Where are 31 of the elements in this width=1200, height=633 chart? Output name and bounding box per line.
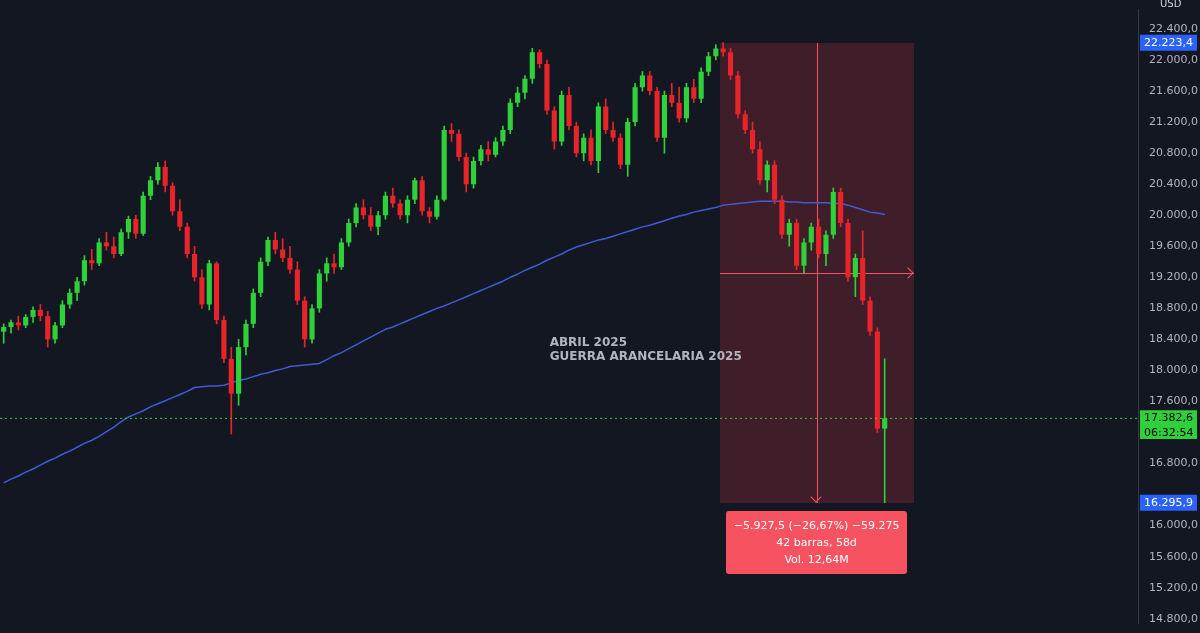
text: USD <box>1160 0 1182 9</box>
y-tick-label: 19.200,0 <box>1149 270 1198 284</box>
y-tick-label: 20.800,0 <box>1149 146 1198 160</box>
annotation: 42 barras, 58d <box>775 534 858 551</box>
y-tick-label: 17.600,0 <box>1149 394 1198 408</box>
ref-line-label: 17.382,6 <box>1144 411 1193 425</box>
y-tick-label: 22.000,0 <box>1149 52 1198 66</box>
y-tick-label: 16.000,0 <box>1149 518 1198 532</box>
candlestick <box>89 249 95 270</box>
annotation: ABRIL 2025 <box>549 334 628 349</box>
candlestick <box>331 253 337 274</box>
y-tick-label: 15.200,0 <box>1149 580 1198 594</box>
y-tick-label: 15.600,0 <box>1149 549 1198 563</box>
y-tick-label: 20.000,0 <box>1149 208 1198 222</box>
y-tick-label: 21.200,0 <box>1149 114 1198 128</box>
annotation: Vol. 12,64M <box>783 551 850 568</box>
text: 06:32:54 <box>1140 426 1198 440</box>
text: 16.295,9 <box>1144 495 1193 509</box>
y-tick-label: 21.600,0 <box>1149 83 1198 97</box>
annotation: −5.927,5 (−26,67%) −59.275 <box>733 517 900 534</box>
annotation: GUERRA ARANCELARIA 2025 <box>549 348 742 363</box>
y-tick-label: 16.800,0 <box>1149 456 1198 470</box>
y-tick-label: 22.400,0 <box>1149 21 1198 35</box>
y-tick-label: 18.400,0 <box>1149 332 1198 346</box>
y-tick-label: 20.400,0 <box>1149 177 1198 191</box>
y-tick-label: 19.600,0 <box>1149 239 1198 253</box>
text: 22.223,4 <box>1144 35 1193 49</box>
y-tick-label: 18.800,0 <box>1149 301 1198 315</box>
y-tick-label: 18.000,0 <box>1149 363 1198 377</box>
candlestick <box>1 323 7 344</box>
y-tick-label: 14.800,0 <box>1149 611 1198 625</box>
